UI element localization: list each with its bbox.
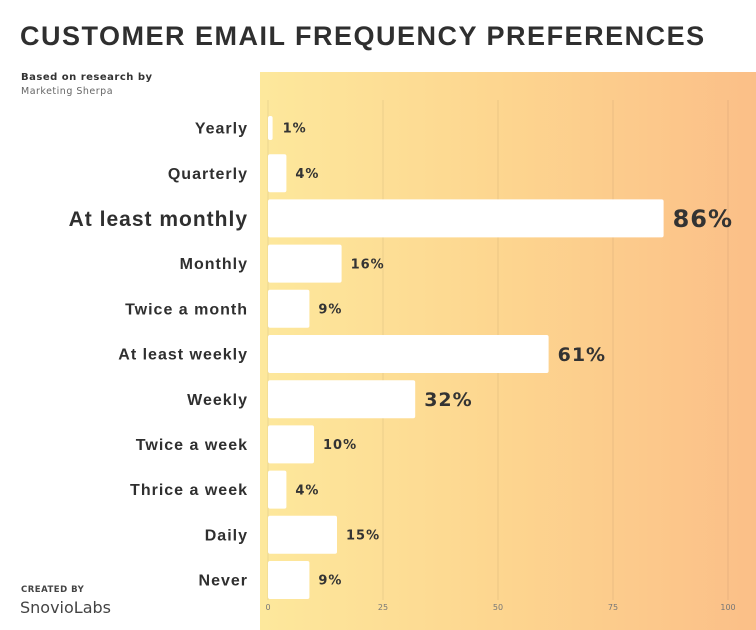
chart-title: CUSTOMER EMAIL FREQUENCY PREFERENCES: [20, 21, 706, 51]
category-label: Weekly: [187, 392, 248, 409]
bar: [268, 244, 342, 283]
data-label: 61%: [558, 344, 606, 366]
bar: [268, 561, 310, 599]
data-label: 4%: [295, 483, 319, 498]
category-label: Monthly: [180, 256, 248, 273]
data-label: 10%: [323, 438, 357, 453]
chart-subtitle: Based on research by: [21, 72, 153, 83]
bar: [268, 335, 549, 373]
x-tick-label: 0: [265, 603, 270, 612]
category-label: Twice a week: [136, 437, 248, 454]
chart-source: Marketing Sherpa: [21, 86, 114, 97]
category-label: At least weekly: [118, 347, 248, 364]
category-label: Yearly: [195, 121, 248, 138]
x-tick-label: 50: [493, 603, 503, 612]
data-label: 9%: [318, 574, 342, 589]
category-label: Never: [199, 573, 248, 590]
data-label: 1%: [283, 122, 307, 137]
category-label: Quarterly: [168, 166, 248, 183]
created-by-label: CREATED BY: [21, 585, 85, 595]
data-label: 32%: [424, 389, 472, 411]
data-label: 15%: [346, 528, 380, 543]
brand-logo: SnovioLabs: [20, 598, 111, 617]
category-label: Thrice a week: [130, 482, 248, 499]
category-label: Daily: [205, 527, 248, 544]
bar: [268, 425, 314, 464]
data-label: 4%: [295, 167, 319, 182]
x-tick-label: 75: [608, 603, 618, 612]
data-label: 9%: [318, 302, 342, 317]
bar: [268, 470, 287, 509]
bar: [268, 154, 287, 193]
data-label: 86%: [673, 205, 733, 233]
bar: [268, 199, 664, 238]
bar: [268, 116, 273, 140]
bar: [268, 515, 337, 554]
data-label: 16%: [351, 257, 385, 272]
category-label: At least monthly: [69, 208, 248, 231]
x-tick-label: 100: [720, 603, 735, 612]
category-label: Twice a month: [125, 301, 248, 318]
bar: [268, 380, 416, 419]
x-tick-label: 25: [378, 603, 388, 612]
bar: [268, 289, 310, 328]
